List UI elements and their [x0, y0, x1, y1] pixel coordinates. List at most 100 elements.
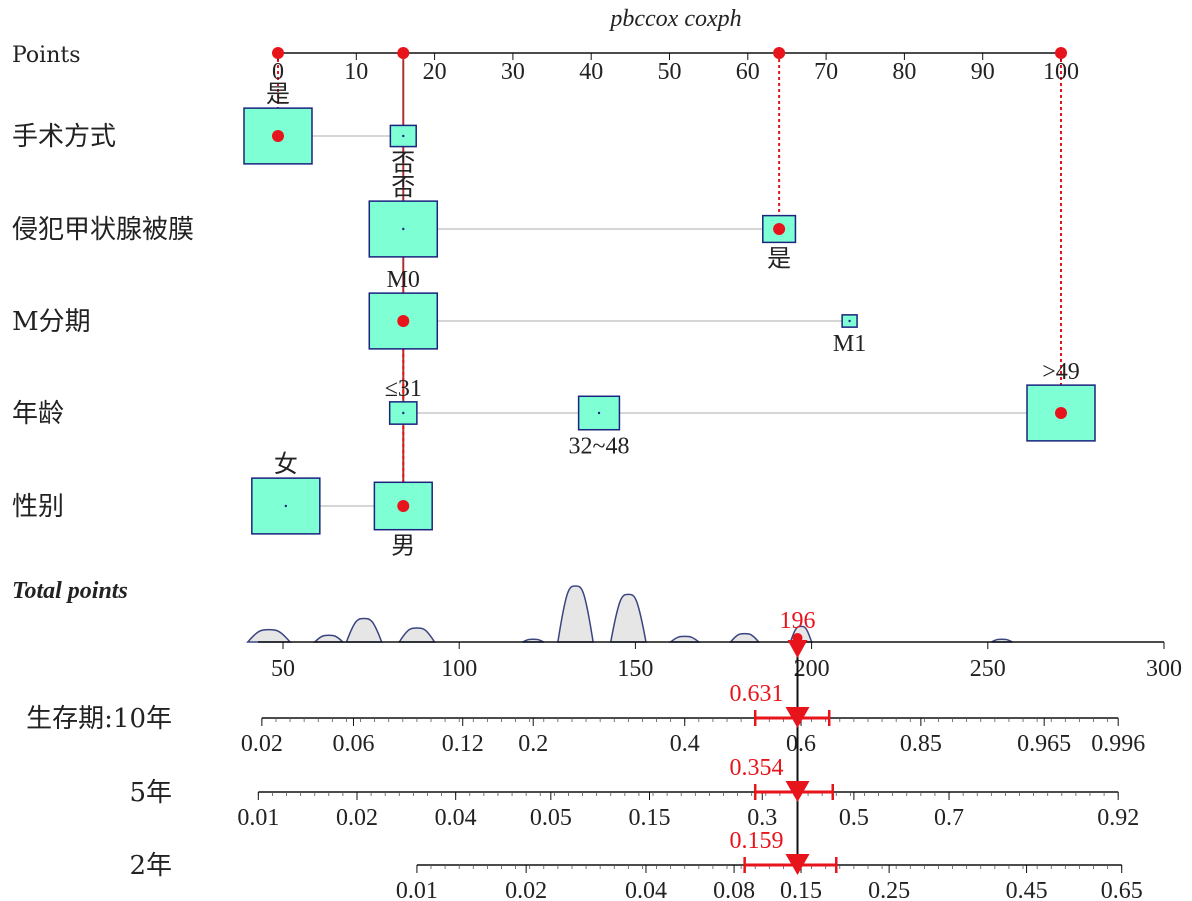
survival-tick-label: 0.25	[868, 878, 910, 901]
survival-tick-label: 0.15	[780, 878, 822, 901]
level-center-dot	[848, 319, 851, 323]
survival-value-label: 0.354	[730, 755, 784, 781]
total-points-tick-label: 250	[970, 656, 1006, 682]
survival-tick-label: 0.02	[505, 878, 547, 901]
variable-label: 年龄	[12, 399, 64, 429]
survival-tick-label: 0.01	[237, 805, 279, 831]
survival-tick-label: 0.65	[1101, 878, 1143, 901]
level-label: 是	[266, 82, 290, 108]
level-center-dot	[402, 134, 405, 138]
survival-tick-label: 0.6	[786, 731, 816, 757]
total-points-tick-label: 150	[617, 656, 653, 682]
density-peak	[668, 635, 701, 643]
survival-tick-label: 0.85	[900, 731, 942, 757]
density-peak	[397, 627, 436, 643]
points-tick-label: 40	[579, 59, 603, 85]
density-peak	[609, 593, 647, 643]
points-tick-label: 60	[736, 59, 760, 85]
total-points-tick-label: 200	[794, 656, 830, 682]
level-label: M0	[387, 267, 420, 293]
points-highlight-dot	[272, 47, 284, 59]
survival-value-label: 0.159	[730, 828, 784, 854]
survival-tick-label: 0.02	[241, 731, 283, 757]
level-center-dot	[402, 411, 405, 415]
level-label: 男	[391, 534, 415, 560]
survival-value-label: 0.631	[730, 681, 784, 707]
density-peak	[556, 585, 594, 643]
survival-value-marker	[785, 781, 810, 802]
overlay-layer: 196 0.631 0.354 0.159	[272, 47, 1067, 875]
density-peak	[345, 617, 383, 643]
density-peak	[246, 628, 292, 643]
total-points-tick-label: 50	[271, 656, 295, 682]
survival-axis-label: 2年	[129, 851, 172, 881]
survival-value-marker	[785, 854, 810, 875]
level-label: M1	[833, 331, 866, 357]
points-tick-label: 80	[892, 59, 916, 85]
selected-level-dot	[1055, 407, 1067, 419]
survival-tick-label: 0.12	[442, 731, 484, 757]
level-label: 女	[274, 451, 298, 478]
survival-tick-label: 0.2	[518, 731, 548, 757]
survival-tick-label: 0.3	[747, 805, 777, 831]
survival-tick-label: 0.92	[1097, 805, 1139, 831]
points-tick-label: 10	[344, 59, 368, 85]
survival-tick-label: 0.04	[625, 878, 667, 901]
density-peak	[312, 634, 345, 643]
total-value-marker	[787, 640, 808, 658]
survival-tick-label: 0.08	[713, 878, 755, 901]
points-tick-label: 50	[658, 59, 682, 85]
level-label: 否	[391, 175, 415, 201]
survival-tick-label: 0.05	[530, 805, 572, 831]
selected-level-dot	[773, 223, 786, 235]
survival-axis-label: 5年	[129, 778, 172, 808]
survival-tick-label: 0.5	[839, 805, 869, 831]
points-axis-label: Points	[12, 43, 81, 68]
total-points-tick-label: 100	[441, 656, 477, 682]
level-center-dot	[597, 411, 601, 415]
points-highlight-dot	[1055, 47, 1067, 59]
level-center-dot	[402, 227, 405, 231]
survival-layer: 生存期:10年 0.02 0.06 0.12 0.2 0.4 0.6 0.85 0.965 0.9…	[26, 704, 1145, 901]
total-points-label: Total points	[12, 578, 128, 604]
level-label: 是	[767, 246, 791, 272]
survival-tick-label: 0.965	[1017, 731, 1071, 757]
selected-level-dot	[272, 130, 284, 142]
points-tick-label: 30	[501, 59, 525, 85]
points-highlight-dot	[397, 47, 410, 59]
density-peak	[728, 632, 761, 643]
survival-tick-label: 0.02	[336, 805, 378, 831]
survival-tick-label: 0.45	[1006, 878, 1048, 901]
survival-tick-label: 0.06	[332, 731, 374, 757]
variable-label: 性别	[12, 492, 64, 522]
level-label: 32~48	[569, 434, 630, 460]
points-tick-label: 0	[272, 59, 284, 85]
points-tick-label: 100	[1043, 59, 1079, 85]
total-value-label: 196	[780, 608, 816, 634]
selected-level-dot	[397, 315, 410, 327]
chart-title: pbccox coxph	[608, 6, 741, 32]
variable-label: M分期	[12, 307, 91, 337]
level-label: 否	[391, 151, 415, 177]
survival-tick-label: 0.7	[934, 805, 964, 831]
variable-label: 侵犯甲状腺被膜	[12, 215, 194, 245]
level-label: ≤31	[385, 376, 422, 402]
level-label: >49	[1042, 359, 1080, 385]
survival-value-marker	[785, 707, 810, 728]
points-tick-label: 20	[423, 59, 447, 85]
total-points-tick-label: 300	[1146, 656, 1182, 682]
survival-tick-label: 0.996	[1091, 731, 1145, 757]
selected-level-dot	[397, 500, 410, 512]
points-highlight-dot	[773, 47, 786, 59]
points-tick-label: 90	[971, 59, 995, 85]
survival-tick-label: 0.04	[435, 805, 477, 831]
survival-tick-label: 0.15	[628, 805, 670, 831]
survival-tick-label: 0.4	[670, 731, 700, 757]
survival-axis-label: 生存期:10年	[26, 704, 172, 734]
variable-label: 手术方式	[12, 122, 116, 152]
points-tick-label: 70	[814, 59, 838, 85]
level-center-dot	[284, 504, 288, 508]
axes-layer: 0 10 20 30 40 50 60 70 80 90 100	[272, 52, 1079, 85]
